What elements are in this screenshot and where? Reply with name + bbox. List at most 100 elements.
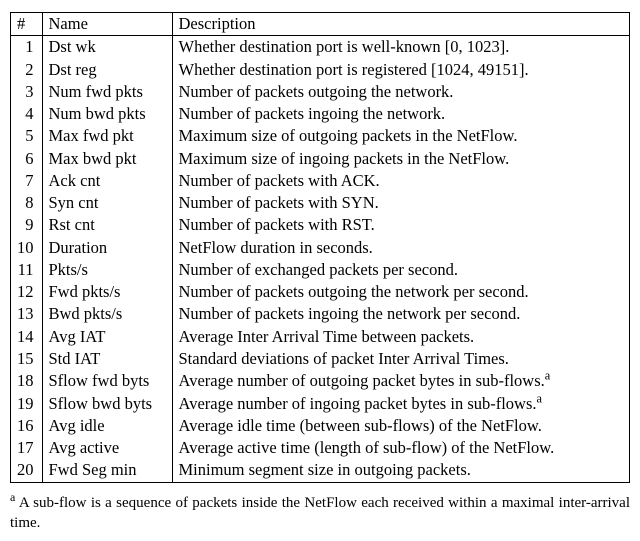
footnote-ref: a — [545, 369, 551, 383]
row-number: 10 — [11, 237, 43, 259]
row-description-text: Maximum size of ingoing packets in the N… — [179, 149, 510, 168]
row-description: Minimum segment size in outgoing packets… — [172, 459, 630, 482]
table-row: 4Num bwd pkts Number of packets ingoing t… — [11, 103, 630, 125]
table-row: 9Rst cnt Number of packets with RST. — [11, 214, 630, 236]
table-row: 17Avg active Average active time (length … — [11, 437, 630, 459]
table-row: 7Ack cntNumber of packets with ACK. — [11, 170, 630, 192]
row-number: 11 — [11, 259, 43, 281]
row-name: Num bwd pkts — [42, 103, 172, 125]
table-row: 12Fwd pkts/s Number of packets outgoing t… — [11, 281, 630, 303]
row-description-text: Number of packets outgoing the network. — [179, 82, 454, 101]
row-description-text: Number of packets with ACK. — [179, 171, 380, 190]
row-description: Maximum size of ingoing packets in the N… — [172, 148, 630, 170]
row-description-text: Number of packets with SYN. — [179, 193, 379, 212]
row-description-text: Average number of ingoing packet bytes i… — [179, 394, 537, 413]
row-name: Avg active — [42, 437, 172, 459]
row-number: 12 — [11, 281, 43, 303]
table-footnote: a A sub-flow is a sequence of packets in… — [10, 489, 630, 534]
row-description-text: Number of packets ingoing the network pe… — [179, 304, 521, 323]
row-number: 8 — [11, 192, 43, 214]
row-description-text: Maximum size of outgoing packets in the … — [179, 126, 518, 145]
row-description: Whether destination port is well-known [… — [172, 36, 630, 59]
features-table: # Name Description 1Dst wk Whether destin… — [10, 12, 630, 483]
row-name: Pkts/s — [42, 259, 172, 281]
col-header-number: # — [11, 13, 43, 36]
row-description-text: Whether destination port is registered [… — [179, 60, 529, 79]
row-name: Rst cnt — [42, 214, 172, 236]
row-name: Std IAT — [42, 348, 172, 370]
row-name: Avg IAT — [42, 326, 172, 348]
row-description: Average Inter Arrival Time between packe… — [172, 326, 630, 348]
table-row: 1Dst wk Whether destination port is well-… — [11, 36, 630, 59]
table-row: 13Bwd pkts/s Number of packets ingoing th… — [11, 303, 630, 325]
row-number: 3 — [11, 81, 43, 103]
row-name: Num fwd pkts — [42, 81, 172, 103]
row-description: Number of packets outgoing the network p… — [172, 281, 630, 303]
row-description-text: Number of packets with RST. — [179, 215, 375, 234]
row-description-text: Minimum segment size in outgoing packets… — [179, 460, 471, 479]
table-row: 6Max bwd pktMaximum size of ingoing pack… — [11, 148, 630, 170]
col-header-description: Description — [172, 13, 630, 36]
row-name: Syn cnt — [42, 192, 172, 214]
row-description-text: Number of packets outgoing the network p… — [179, 282, 529, 301]
table-row: 8Syn cnt Number of packets with SYN. — [11, 192, 630, 214]
row-number: 7 — [11, 170, 43, 192]
row-number: 15 — [11, 348, 43, 370]
table-row: 14Avg IAT Average Inter Arrival Time betw… — [11, 326, 630, 348]
row-description-text: Average active time (length of sub-flow)… — [179, 438, 555, 457]
row-description-text: Average Inter Arrival Time between packe… — [179, 327, 475, 346]
table-row: 10Duration NetFlow duration in seconds. — [11, 237, 630, 259]
row-number: 5 — [11, 125, 43, 147]
row-number: 19 — [11, 393, 43, 415]
row-number: 4 — [11, 103, 43, 125]
row-description-text: Number of packets ingoing the network. — [179, 104, 446, 123]
row-description-text: NetFlow duration in seconds. — [179, 238, 373, 257]
table-row: 3Num fwd pkts Number of packets outgoing … — [11, 81, 630, 103]
row-name: Dst wk — [42, 36, 172, 59]
row-number: 9 — [11, 214, 43, 236]
row-number: 16 — [11, 415, 43, 437]
row-description-text: Standard deviations of packet Inter Arri… — [179, 349, 509, 368]
table-row: 2Dst reg Whether destination port is regi… — [11, 59, 630, 81]
row-name: Duration — [42, 237, 172, 259]
row-description-text: Average number of outgoing packet bytes … — [179, 371, 545, 390]
row-description: Number of packets with SYN. — [172, 192, 630, 214]
table-row: 15Std IAT Standard deviations of packet I… — [11, 348, 630, 370]
row-name: Fwd pkts/s — [42, 281, 172, 303]
row-description: Average active time (length of sub-flow)… — [172, 437, 630, 459]
row-number: 1 — [11, 36, 43, 59]
row-description: Number of packets ingoing the network pe… — [172, 303, 630, 325]
row-description: Average idle time (between sub-flows) of… — [172, 415, 630, 437]
row-description: Number of exchanged packets per second. — [172, 259, 630, 281]
table-row: 18Sflow fwd bytsAverage number of outgoi… — [11, 370, 630, 392]
table-header-row: # Name Description — [11, 13, 630, 36]
row-description: Number of packets outgoing the network. — [172, 81, 630, 103]
col-header-name: Name — [42, 13, 172, 36]
row-description: Average number of outgoing packet bytes … — [172, 370, 630, 392]
footnote-marker: a — [10, 490, 15, 504]
table-row: 20Fwd Seg minMinimum segment size in out… — [11, 459, 630, 482]
table-row: 19Sflow bwd byts Average number of ingoin… — [11, 393, 630, 415]
row-name: Sflow bwd byts — [42, 393, 172, 415]
row-description-text: Average idle time (between sub-flows) of… — [179, 416, 542, 435]
row-description: Standard deviations of packet Inter Arri… — [172, 348, 630, 370]
footnote-ref: a — [537, 391, 543, 405]
row-description: NetFlow duration in seconds. — [172, 237, 630, 259]
row-number: 13 — [11, 303, 43, 325]
row-number: 20 — [11, 459, 43, 482]
row-name: Bwd pkts/s — [42, 303, 172, 325]
row-name: Sflow fwd byts — [42, 370, 172, 392]
row-description: Maximum size of outgoing packets in the … — [172, 125, 630, 147]
row-name: Max bwd pkt — [42, 148, 172, 170]
row-description: Number of packets with RST. — [172, 214, 630, 236]
row-description: Average number of ingoing packet bytes i… — [172, 393, 630, 415]
row-name: Dst reg — [42, 59, 172, 81]
row-description-text: Whether destination port is well-known [… — [179, 37, 510, 56]
row-name: Max fwd pkt — [42, 125, 172, 147]
table-row: 5Max fwd pkt Maximum size of outgoing pac… — [11, 125, 630, 147]
row-description: Whether destination port is registered [… — [172, 59, 630, 81]
row-description: Number of packets ingoing the network. — [172, 103, 630, 125]
row-number: 2 — [11, 59, 43, 81]
row-number: 17 — [11, 437, 43, 459]
row-number: 14 — [11, 326, 43, 348]
